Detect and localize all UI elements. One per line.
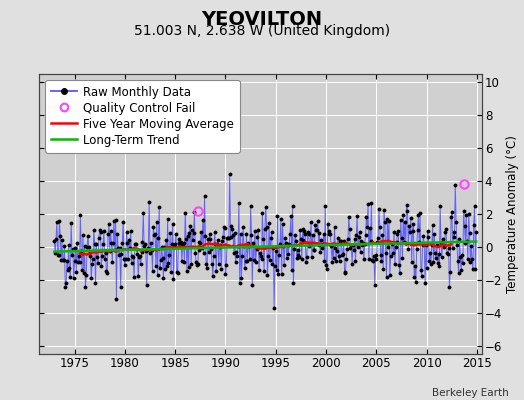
Legend: Raw Monthly Data, Quality Control Fail, Five Year Moving Average, Long-Term Tren: Raw Monthly Data, Quality Control Fail, … bbox=[45, 80, 240, 152]
Text: YEOVILTON: YEOVILTON bbox=[201, 10, 323, 29]
Text: Berkeley Earth: Berkeley Earth bbox=[432, 388, 508, 398]
Text: 51.003 N, 2.638 W (United Kingdom): 51.003 N, 2.638 W (United Kingdom) bbox=[134, 24, 390, 38]
Y-axis label: Temperature Anomaly (°C): Temperature Anomaly (°C) bbox=[506, 135, 519, 293]
